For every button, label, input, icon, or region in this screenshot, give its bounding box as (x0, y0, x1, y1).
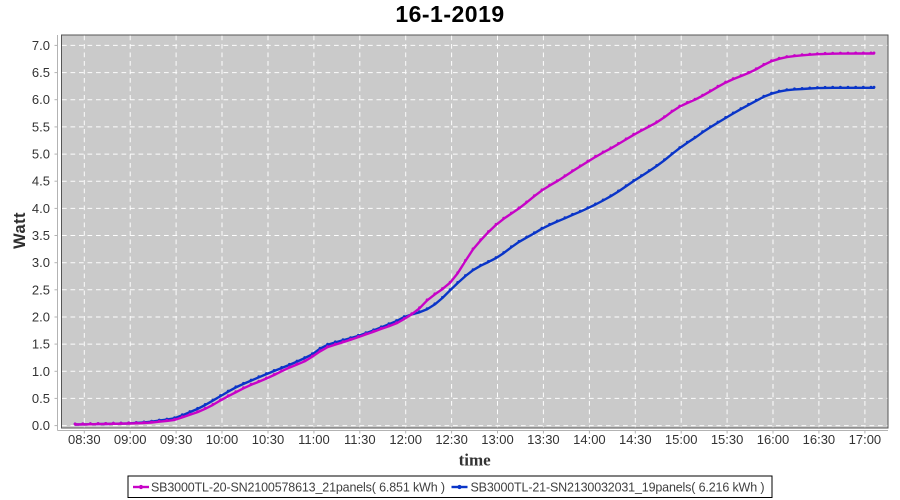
svg-text:12:00: 12:00 (389, 432, 422, 447)
svg-text:3.5: 3.5 (32, 228, 50, 243)
svg-text:15:00: 15:00 (665, 432, 698, 447)
svg-text:14:30: 14:30 (619, 432, 652, 447)
svg-text:10:30: 10:30 (252, 432, 285, 447)
svg-text:SB3000TL-20-SN2100578613_21pan: SB3000TL-20-SN2100578613_21panels( 6.851… (151, 481, 445, 495)
svg-text:Watt: Watt (11, 212, 29, 249)
svg-text:08:30: 08:30 (68, 432, 101, 447)
svg-text:2.0: 2.0 (32, 310, 50, 325)
svg-text:13:00: 13:00 (481, 432, 514, 447)
svg-text:5.0: 5.0 (32, 147, 50, 162)
svg-text:2.5: 2.5 (32, 282, 50, 297)
svg-text:time: time (459, 451, 492, 470)
svg-text:5.5: 5.5 (32, 119, 50, 134)
svg-text:1.5: 1.5 (32, 337, 50, 352)
svg-text:1.0: 1.0 (32, 364, 50, 379)
svg-text:11:30: 11:30 (344, 432, 376, 447)
svg-text:3.0: 3.0 (32, 255, 50, 270)
svg-text:17:00: 17:00 (849, 432, 882, 447)
svg-text:SB3000TL-21-SN2130032031_19pan: SB3000TL-21-SN2130032031_19panels( 6.216… (471, 481, 765, 495)
svg-text:7.0: 7.0 (32, 38, 50, 53)
svg-text:16:00: 16:00 (757, 432, 790, 447)
svg-text:6.5: 6.5 (32, 65, 50, 80)
svg-text:09:00: 09:00 (114, 432, 147, 447)
svg-text:6.0: 6.0 (32, 92, 50, 107)
svg-text:0.5: 0.5 (32, 391, 50, 406)
svg-text:15:30: 15:30 (711, 432, 744, 447)
svg-text:4.0: 4.0 (32, 201, 50, 216)
svg-text:10:00: 10:00 (206, 432, 239, 447)
svg-text:12:30: 12:30 (435, 432, 468, 447)
svg-text:0.0: 0.0 (32, 418, 50, 433)
svg-text:16:30: 16:30 (803, 432, 836, 447)
svg-text:09:30: 09:30 (160, 432, 193, 447)
svg-text:11:00: 11:00 (298, 432, 330, 447)
svg-text:4.5: 4.5 (32, 174, 50, 189)
svg-text:13:30: 13:30 (527, 432, 560, 447)
svg-text:14:00: 14:00 (573, 432, 606, 447)
